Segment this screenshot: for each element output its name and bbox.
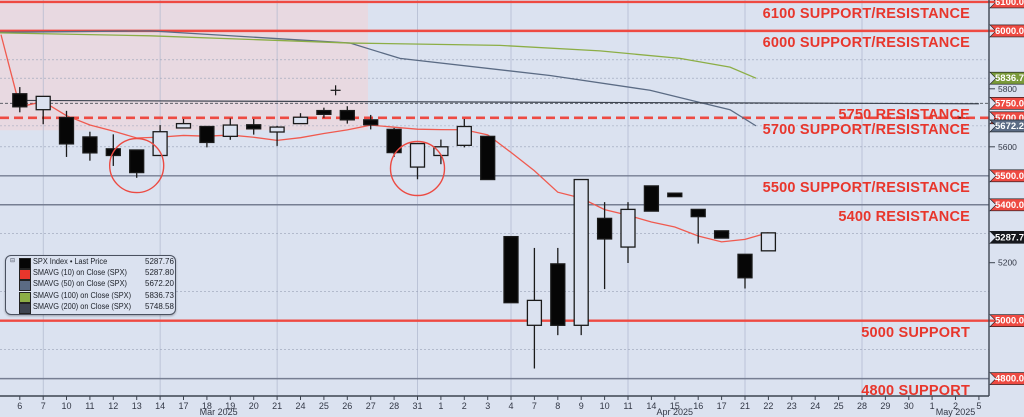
svg-text:7: 7 bbox=[532, 401, 537, 411]
svg-text:24: 24 bbox=[810, 401, 820, 411]
svg-text:5500.00: 5500.00 bbox=[995, 171, 1024, 182]
svg-text:21: 21 bbox=[740, 401, 750, 411]
svg-text:30: 30 bbox=[904, 401, 914, 411]
svg-text:14: 14 bbox=[646, 401, 656, 411]
svg-text:27: 27 bbox=[366, 401, 376, 411]
svg-text:28: 28 bbox=[857, 401, 867, 411]
svg-text:25: 25 bbox=[834, 401, 844, 411]
svg-text:May 2025: May 2025 bbox=[936, 407, 976, 417]
svg-text:2: 2 bbox=[462, 401, 467, 411]
svg-text:5600: 5600 bbox=[998, 142, 1017, 152]
svg-text:13: 13 bbox=[132, 401, 142, 411]
svg-text:11: 11 bbox=[623, 401, 632, 411]
svg-text:14: 14 bbox=[155, 401, 165, 411]
svg-text:5800: 5800 bbox=[998, 84, 1017, 94]
svg-text:31: 31 bbox=[412, 401, 422, 411]
svg-text:4800.00: 4800.00 bbox=[995, 374, 1024, 385]
svg-text:6000.00: 6000.00 bbox=[995, 26, 1024, 37]
svg-text:25: 25 bbox=[319, 401, 329, 411]
svg-text:26: 26 bbox=[342, 401, 352, 411]
svg-text:5836.73: 5836.73 bbox=[995, 73, 1024, 84]
svg-text:24: 24 bbox=[295, 401, 305, 411]
svg-text:28: 28 bbox=[389, 401, 399, 411]
svg-text:22: 22 bbox=[763, 401, 773, 411]
svg-text:21: 21 bbox=[272, 401, 282, 411]
svg-text:3: 3 bbox=[485, 401, 490, 411]
svg-text:8: 8 bbox=[555, 401, 560, 411]
svg-text:1: 1 bbox=[930, 401, 935, 411]
svg-text:5400.00: 5400.00 bbox=[995, 200, 1024, 211]
svg-text:5672.20: 5672.20 bbox=[995, 121, 1024, 132]
svg-text:6100.00: 6100.00 bbox=[995, 0, 1024, 8]
svg-text:Apr 2025: Apr 2025 bbox=[657, 407, 694, 417]
svg-text:6: 6 bbox=[17, 401, 22, 411]
svg-text:29: 29 bbox=[880, 401, 890, 411]
svg-text:5000.00: 5000.00 bbox=[995, 316, 1024, 327]
svg-text:17: 17 bbox=[717, 401, 727, 411]
svg-text:12: 12 bbox=[108, 401, 118, 411]
svg-text:11: 11 bbox=[85, 401, 94, 411]
svg-text:Mar 2025: Mar 2025 bbox=[200, 407, 238, 417]
svg-text:5200: 5200 bbox=[998, 258, 1017, 268]
svg-text:1: 1 bbox=[438, 401, 443, 411]
svg-text:4: 4 bbox=[508, 401, 513, 411]
svg-text:17: 17 bbox=[178, 401, 188, 411]
svg-text:5: 5 bbox=[976, 401, 981, 411]
svg-text:5750.00: 5750.00 bbox=[995, 98, 1024, 109]
svg-text:16: 16 bbox=[693, 401, 703, 411]
svg-text:7: 7 bbox=[41, 401, 46, 411]
svg-text:23: 23 bbox=[787, 401, 797, 411]
svg-text:5287.76: 5287.76 bbox=[995, 232, 1024, 243]
svg-text:10: 10 bbox=[61, 401, 71, 411]
svg-text:10: 10 bbox=[600, 401, 610, 411]
svg-text:20: 20 bbox=[249, 401, 259, 411]
svg-text:9: 9 bbox=[579, 401, 584, 411]
